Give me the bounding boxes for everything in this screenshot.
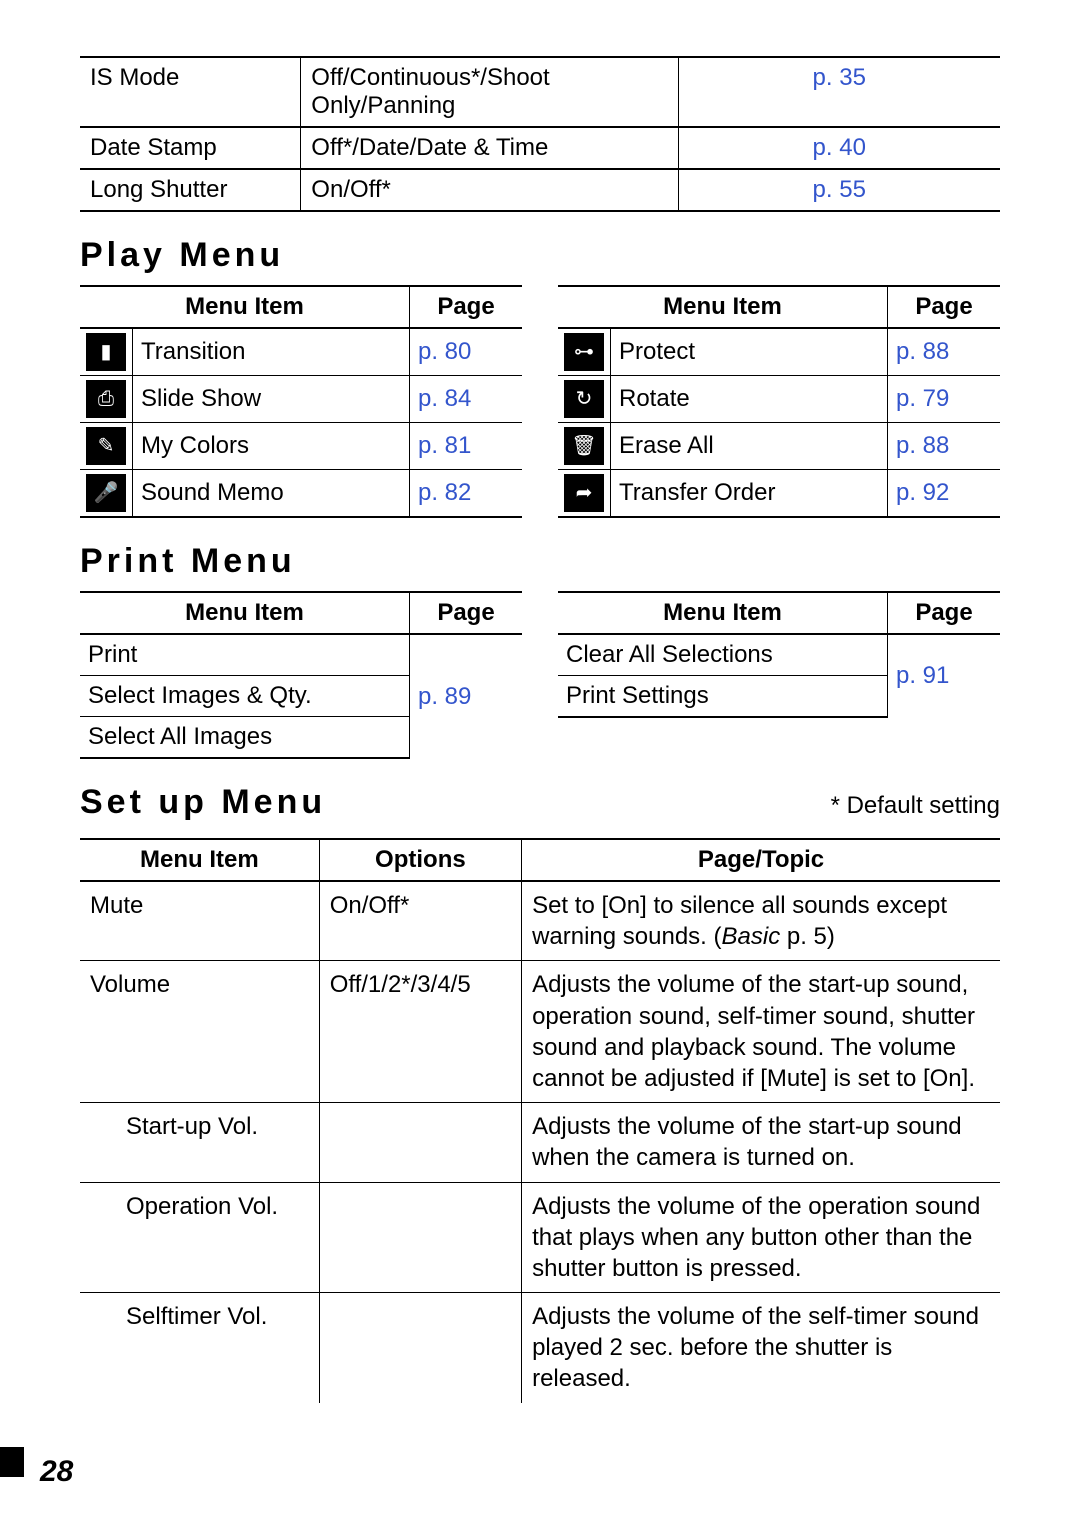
menu-item-topic: Set to [On] to silence all sounds except… (522, 881, 1000, 961)
menu-item-label: Transfer Order (611, 470, 888, 518)
table-row: Volume Off/1/2*/3/4/5 Adjusts the volume… (80, 961, 1000, 1103)
menu-item-label: Clear All Selections (558, 634, 888, 676)
page-ref-link[interactable]: p. 92 (888, 470, 1001, 518)
col-menu-item: Menu Item (80, 286, 410, 328)
table-row: ▮ Transition p. 80 (80, 328, 522, 376)
page-ref-link[interactable]: p. 79 (888, 376, 1001, 423)
table-row: ✎ My Colors p. 81 (80, 423, 522, 470)
table-row: 🗑 Erase All p. 88 (558, 423, 1000, 470)
transferorder-icon: ➦ (564, 474, 604, 512)
mycolors-icon: ✎ (86, 427, 126, 465)
menu-item-label-sub: Operation Vol. (80, 1182, 319, 1293)
table-row: ➦ Transfer Order p. 92 (558, 470, 1000, 518)
page-ref-link[interactable]: p. 89 (410, 634, 523, 758)
col-menu-item: Menu Item (558, 286, 888, 328)
page-ref-link[interactable]: p. 35 (678, 57, 1000, 127)
col-page: Page (888, 592, 1001, 634)
page-ref-link[interactable]: p. 91 (888, 634, 1001, 717)
menu-item-label: Sound Memo (133, 470, 410, 518)
page-ref-link[interactable]: p. 40 (678, 127, 1000, 169)
col-page: Page (410, 592, 523, 634)
page-ref-link[interactable]: p. 88 (888, 423, 1001, 470)
menu-item-label: Print Settings (558, 676, 888, 718)
col-options: Options (319, 839, 521, 881)
page-number: 28 (40, 1455, 73, 1489)
table-row: Selftimer Vol. Adjusts the volume of the… (80, 1293, 1000, 1403)
menu-item-options (319, 1182, 521, 1293)
default-setting-note: * Default setting (831, 792, 1000, 820)
menu-item-label-sub: Selftimer Vol. (80, 1293, 319, 1403)
menu-item-label: Print (80, 634, 410, 676)
col-page: Page (410, 286, 523, 328)
play-menu-table-left: Menu Item Page ▮ Transition p. 80 ⎙ Slid… (80, 285, 522, 518)
setup-menu-heading: Set up Menu (80, 783, 326, 822)
menu-item-label: Protect (611, 328, 888, 376)
menu-item-label: Slide Show (133, 376, 410, 423)
play-menu-table-right: Menu Item Page ⊶ Protect p. 88 ↻ Rotate … (558, 285, 1000, 518)
page-ref-link[interactable]: p. 55 (678, 169, 1000, 211)
table-row: ↻ Rotate p. 79 (558, 376, 1000, 423)
setting-options: Off/Continuous*/Shoot Only/Panning (301, 57, 678, 127)
page-ref-link[interactable]: p. 81 (410, 423, 523, 470)
protect-icon: ⊶ (564, 333, 604, 371)
table-row: ⊶ Protect p. 88 (558, 328, 1000, 376)
page-ref-link[interactable]: p. 88 (888, 328, 1001, 376)
col-menu-item: Menu Item (558, 592, 888, 634)
menu-item-label: Mute (80, 881, 319, 961)
col-menu-item: Menu Item (80, 839, 319, 881)
menu-item-options: Off/1/2*/3/4/5 (319, 961, 521, 1103)
setup-menu-table: Menu Item Options Page/Topic Mute On/Off… (80, 838, 1000, 1403)
menu-item-label: Erase All (611, 423, 888, 470)
setting-name: Long Shutter (80, 169, 301, 211)
play-menu-heading: Play Menu (80, 236, 1000, 275)
table-row: Start-up Vol. Adjusts the volume of the … (80, 1103, 1000, 1182)
menu-item-label-sub: Start-up Vol. (80, 1103, 319, 1182)
table-row: ⎙ Slide Show p. 84 (80, 376, 522, 423)
table-row: Mute On/Off* Set to [On] to silence all … (80, 881, 1000, 961)
menu-item-label: Rotate (611, 376, 888, 423)
setting-name: IS Mode (80, 57, 301, 127)
col-page-topic: Page/Topic (522, 839, 1000, 881)
menu-item-topic: Adjusts the volume of the start-up sound… (522, 961, 1000, 1103)
menu-item-options: On/Off* (319, 881, 521, 961)
page-ref-link[interactable]: p. 80 (410, 328, 523, 376)
menu-item-topic: Adjusts the volume of the operation soun… (522, 1182, 1000, 1293)
setting-name: Date Stamp (80, 127, 301, 169)
menu-item-label: Select All Images (80, 717, 410, 759)
slideshow-icon: ⎙ (86, 380, 126, 418)
table-row: Long Shutter On/Off* p. 55 (80, 169, 1000, 211)
table-row: Clear All Selections p. 91 (558, 634, 1000, 676)
table-row: Operation Vol. Adjusts the volume of the… (80, 1182, 1000, 1293)
menu-item-label: Transition (133, 328, 410, 376)
setting-options: On/Off* (301, 169, 678, 211)
table-row: Date Stamp Off*/Date/Date & Time p. 40 (80, 127, 1000, 169)
menu-item-label: My Colors (133, 423, 410, 470)
menu-item-label: Select Images & Qty. (80, 676, 410, 717)
transition-icon: ▮ (86, 333, 126, 371)
table-row: IS Mode Off/Continuous*/Shoot Only/Panni… (80, 57, 1000, 127)
col-menu-item: Menu Item (80, 592, 410, 634)
top-settings-table: IS Mode Off/Continuous*/Shoot Only/Panni… (80, 56, 1000, 212)
print-menu-table-left: Menu Item Page Print p. 89 Select Images… (80, 591, 522, 759)
topic-em: Basic (722, 923, 781, 950)
page-edge-tab (0, 1447, 24, 1477)
page-ref-link[interactable]: p. 82 (410, 470, 523, 518)
menu-item-topic: Adjusts the volume of the self-timer sou… (522, 1293, 1000, 1403)
table-row: Print p. 89 (80, 634, 522, 676)
col-page: Page (888, 286, 1001, 328)
topic-text: p. 5) (780, 923, 835, 950)
eraseall-icon: 🗑 (564, 427, 604, 465)
print-menu-table-right: Menu Item Page Clear All Selections p. 9… (558, 591, 1000, 718)
soundmemo-icon: 🎤 (86, 474, 126, 512)
table-row: 🎤 Sound Memo p. 82 (80, 470, 522, 518)
menu-item-label: Volume (80, 961, 319, 1103)
print-menu-heading: Print Menu (80, 542, 1000, 581)
rotate-icon: ↻ (564, 380, 604, 418)
menu-item-options (319, 1103, 521, 1182)
setting-options: Off*/Date/Date & Time (301, 127, 678, 169)
menu-item-topic: Adjusts the volume of the start-up sound… (522, 1103, 1000, 1182)
menu-item-options (319, 1293, 521, 1403)
page-ref-link[interactable]: p. 84 (410, 376, 523, 423)
